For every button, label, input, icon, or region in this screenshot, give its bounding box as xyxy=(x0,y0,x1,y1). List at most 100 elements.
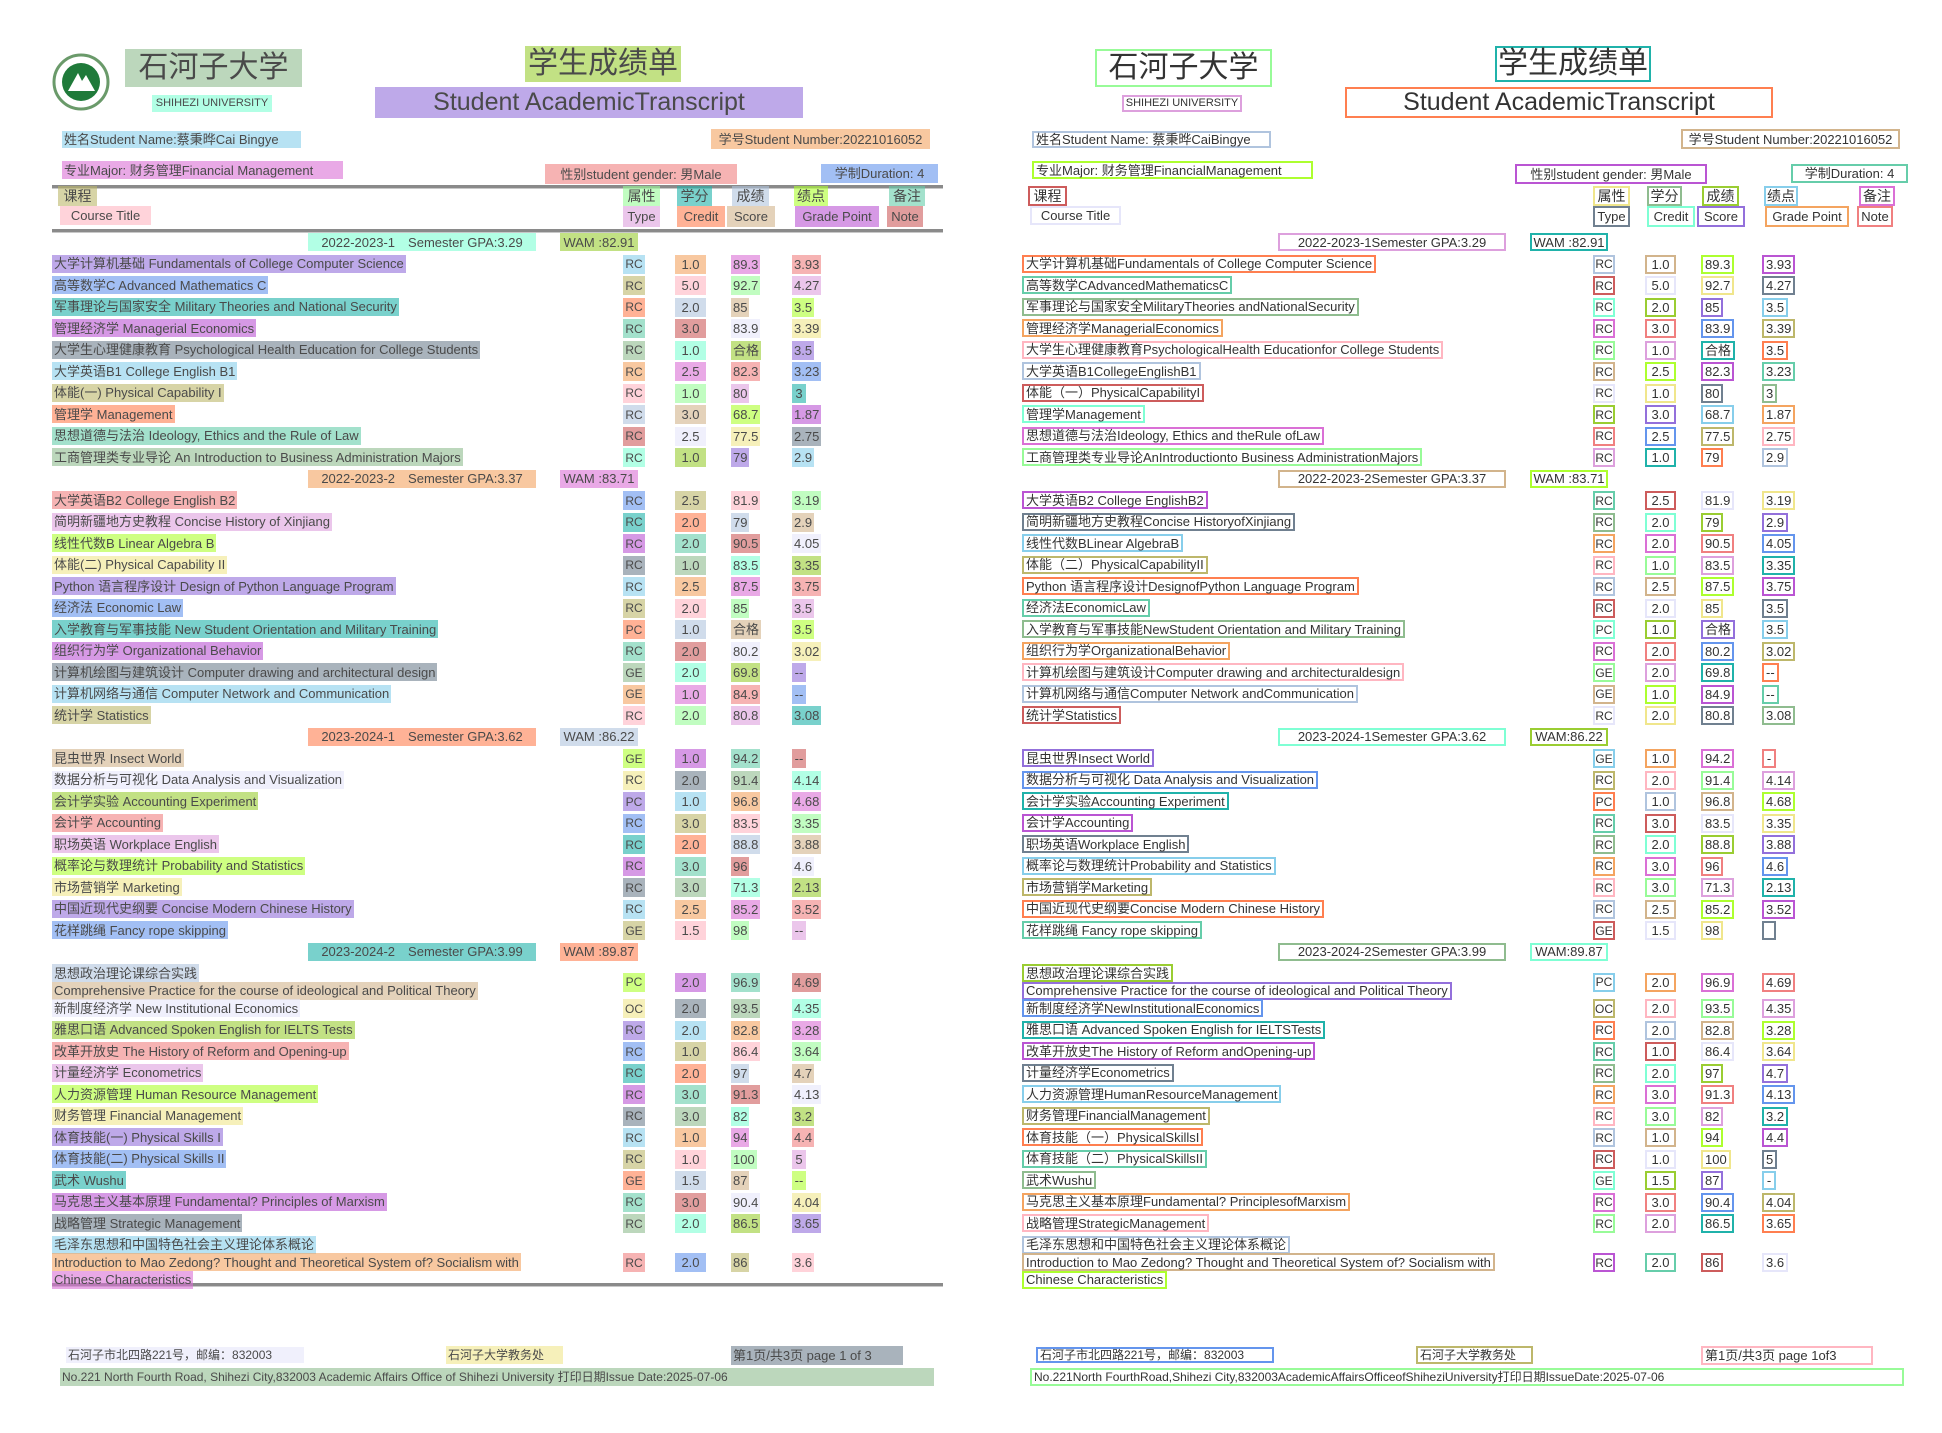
course-grade-point: 2.75 xyxy=(1762,426,1796,446)
course-type: PC xyxy=(623,792,645,811)
course-grade-point: 3 xyxy=(1762,383,1778,403)
course-grade-point: 3.02 xyxy=(792,641,822,661)
course-score: 86 xyxy=(1701,1253,1724,1272)
course-title: 计算机网络与通信 Computer Network and Communicat… xyxy=(52,684,392,703)
column-header-type-cn: 属性 xyxy=(1593,186,1630,206)
course-title: 大学计算机基础Fundamentals of College Computer … xyxy=(1022,254,1377,273)
course-score: 93.5 xyxy=(1701,999,1735,1018)
course-grade-point: 3.52 xyxy=(792,899,822,919)
course-credit: 1.0 xyxy=(1645,792,1676,811)
course-score: 96.9 xyxy=(1701,972,1735,992)
course-credit: 3.0 xyxy=(1645,405,1676,424)
course-grade-point: 4.7 xyxy=(1762,1063,1789,1083)
course-grade-point: -- xyxy=(792,749,806,768)
course-credit: 1.5 xyxy=(1645,921,1676,940)
course-type: RC xyxy=(623,1020,645,1040)
column-header-course-cn: 课程 xyxy=(58,186,97,206)
course-grade-point: 3.35 xyxy=(792,813,822,833)
course-grade-point: 4.68 xyxy=(1762,792,1796,811)
course-score: 合格 xyxy=(1701,620,1736,639)
course-credit: 3.0 xyxy=(675,813,706,833)
course-score: 86.4 xyxy=(1701,1042,1735,1061)
course-credit: 1.0 xyxy=(1645,749,1676,768)
semester-wam-label: WAM :86.22 xyxy=(560,727,638,746)
course-score: 82 xyxy=(1701,1106,1724,1126)
course-credit: 3.0 xyxy=(675,405,706,424)
course-title: 中国近现代史纲要Concise Modern Chinese History xyxy=(1022,899,1325,918)
column-header-course-cn: 课程 xyxy=(1028,186,1067,206)
course-score: 80.2 xyxy=(731,641,761,661)
course-grade-point: 4.4 xyxy=(1762,1128,1789,1147)
course-credit: 2.5 xyxy=(675,577,706,596)
semester-gpa-label: 2022-2023-1Semester GPA:3.29 xyxy=(1278,233,1506,251)
course-grade-point: 3.6 xyxy=(1762,1253,1789,1272)
course-grade-point: 4.35 xyxy=(1762,999,1796,1018)
course-type: RC xyxy=(623,362,645,381)
course-title: 入学教育与军事技能 New Student Orientation and Mi… xyxy=(52,620,439,638)
course-title: 雅思口语 Advanced Spoken English for IELTSTe… xyxy=(1022,1020,1326,1039)
course-score: 86.5 xyxy=(1701,1214,1735,1233)
course-title: 新制度经济学NewInstitutionalEconomics xyxy=(1022,999,1264,1017)
footer-office-cn: 石河子大学教务处 xyxy=(1416,1346,1533,1364)
course-grade-point: 3 xyxy=(792,383,806,403)
course-grade-point: 4.13 xyxy=(792,1085,822,1104)
course-type: RC xyxy=(1593,362,1615,381)
course-score: 82.8 xyxy=(731,1020,761,1040)
course-title: 马克思主义基本原理 Fundamental? Principles of Mar… xyxy=(52,1192,387,1211)
course-credit: 2.5 xyxy=(1645,362,1676,381)
student-gender: 性别student gender: 男Male xyxy=(545,164,737,184)
course-type: PC xyxy=(1593,972,1615,992)
course-grade-point: -- xyxy=(1762,684,1779,704)
course-grade-point xyxy=(1762,921,1776,940)
course-type: RC xyxy=(1593,1149,1615,1169)
course-score: 91.3 xyxy=(1701,1085,1735,1104)
course-grade-point: 4.68 xyxy=(792,792,822,811)
course-credit: 2.0 xyxy=(675,770,706,790)
course-grade-point: 3.5 xyxy=(1762,340,1789,360)
course-grade-point: 4.14 xyxy=(792,770,822,790)
course-grade-point: 3.35 xyxy=(1762,813,1796,833)
course-score: 90.5 xyxy=(1701,534,1735,553)
course-type: PC xyxy=(1593,792,1615,811)
course-type: RC xyxy=(623,598,645,618)
footer-page-number: 第1页/共3页 page 1 of 3 xyxy=(731,1346,903,1365)
course-title: 简明新疆地方史教程Concise HistoryofXinjiang xyxy=(1022,512,1296,531)
course-credit: 2.0 xyxy=(675,1253,706,1272)
course-grade-point: 3.5 xyxy=(1762,620,1789,639)
course-credit: 2.0 xyxy=(675,972,706,992)
course-credit: 2.0 xyxy=(675,534,706,553)
course-credit: 1.0 xyxy=(1645,620,1676,639)
course-credit: 2.0 xyxy=(1645,999,1676,1018)
course-grade-point: 3.35 xyxy=(1762,555,1796,575)
course-grade-point: 4.14 xyxy=(1762,770,1796,790)
course-type: RC xyxy=(623,577,645,596)
course-type: GE xyxy=(623,1171,645,1190)
course-title: 计量经济学 Econometrics xyxy=(52,1063,204,1082)
course-credit: 1.0 xyxy=(675,684,706,704)
program-duration: 学制Duration: 4 xyxy=(821,164,938,183)
column-header-score-en: Score xyxy=(727,206,775,227)
course-grade-point: 3.2 xyxy=(792,1106,815,1126)
course-title: 入学教育与军事技能NewStudent Orientation and Mili… xyxy=(1022,620,1405,638)
course-title: 线性代数BLinear AlgebraB xyxy=(1022,534,1184,552)
course-score: 88.8 xyxy=(1701,835,1735,854)
course-type: PC xyxy=(1593,620,1615,639)
course-title: 昆虫世界 Insect World xyxy=(52,749,184,767)
course-type: RC xyxy=(1593,426,1615,446)
course-score: 71.3 xyxy=(731,878,761,897)
course-score: 98 xyxy=(1701,921,1724,940)
course-grade-point: 4.6 xyxy=(792,856,815,876)
course-score: 94.2 xyxy=(731,749,761,768)
course-grade-point: 3.5 xyxy=(1762,297,1789,317)
course-credit: 2.5 xyxy=(1645,491,1676,510)
course-credit: 2.0 xyxy=(675,663,706,682)
course-title: 体育技能(一) Physical Skills I xyxy=(52,1128,223,1146)
course-credit: 5.0 xyxy=(675,276,706,295)
course-title: 思想道德与法治Ideology, Ethics and theRule ofLa… xyxy=(1022,426,1324,445)
course-title: 大学计算机基础 Fundamentals of College Computer… xyxy=(52,254,406,273)
course-title: 工商管理类专业导论 An Introduction to Business Ad… xyxy=(52,448,463,466)
course-credit: 1.0 xyxy=(675,620,706,639)
table-header-rule xyxy=(52,229,943,233)
course-grade-point: 3.2 xyxy=(1762,1106,1789,1126)
student-gender: 性别student gender: 男Male xyxy=(1515,164,1707,184)
